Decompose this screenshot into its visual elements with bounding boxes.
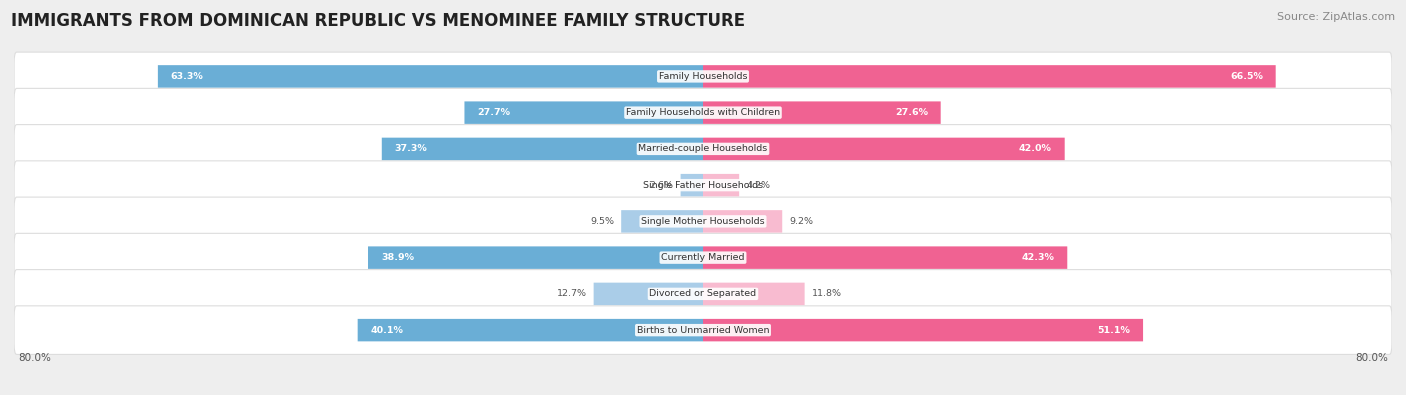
Text: 40.1%: 40.1% [371,325,404,335]
Text: 80.0%: 80.0% [1355,353,1388,363]
Text: 12.7%: 12.7% [557,290,586,298]
FancyBboxPatch shape [14,197,1392,246]
Text: 63.3%: 63.3% [170,72,204,81]
Text: Source: ZipAtlas.com: Source: ZipAtlas.com [1277,12,1395,22]
Text: 9.2%: 9.2% [789,217,813,226]
Text: Family Households with Children: Family Households with Children [626,108,780,117]
Text: Currently Married: Currently Married [661,253,745,262]
Text: 4.2%: 4.2% [747,181,770,190]
FancyBboxPatch shape [14,233,1392,282]
FancyBboxPatch shape [14,88,1392,137]
FancyBboxPatch shape [703,246,1067,269]
Text: 80.0%: 80.0% [18,353,51,363]
FancyBboxPatch shape [14,270,1392,318]
FancyBboxPatch shape [157,65,703,88]
Text: 11.8%: 11.8% [811,290,842,298]
Text: 38.9%: 38.9% [381,253,413,262]
FancyBboxPatch shape [14,52,1392,101]
Text: 27.7%: 27.7% [478,108,510,117]
Text: 2.6%: 2.6% [650,181,673,190]
FancyBboxPatch shape [14,161,1392,209]
Text: 51.1%: 51.1% [1097,325,1130,335]
FancyBboxPatch shape [464,102,703,124]
FancyBboxPatch shape [14,306,1392,354]
Text: Births to Unmarried Women: Births to Unmarried Women [637,325,769,335]
FancyBboxPatch shape [382,137,703,160]
Text: 37.3%: 37.3% [395,145,427,153]
FancyBboxPatch shape [621,210,703,233]
Text: 66.5%: 66.5% [1230,72,1263,81]
FancyBboxPatch shape [703,65,1275,88]
Text: Divorced or Separated: Divorced or Separated [650,290,756,298]
Text: Married-couple Households: Married-couple Households [638,145,768,153]
FancyBboxPatch shape [703,174,740,196]
FancyBboxPatch shape [593,283,703,305]
FancyBboxPatch shape [703,102,941,124]
FancyBboxPatch shape [703,319,1143,341]
Text: 42.0%: 42.0% [1019,145,1052,153]
Text: IMMIGRANTS FROM DOMINICAN REPUBLIC VS MENOMINEE FAMILY STRUCTURE: IMMIGRANTS FROM DOMINICAN REPUBLIC VS ME… [11,12,745,30]
FancyBboxPatch shape [703,137,1064,160]
Text: Single Mother Households: Single Mother Households [641,217,765,226]
Text: 42.3%: 42.3% [1022,253,1054,262]
FancyBboxPatch shape [357,319,703,341]
Text: 9.5%: 9.5% [591,217,614,226]
FancyBboxPatch shape [703,283,804,305]
FancyBboxPatch shape [14,124,1392,173]
Text: 27.6%: 27.6% [894,108,928,117]
FancyBboxPatch shape [703,210,782,233]
Text: Family Households: Family Households [659,72,747,81]
Text: Single Father Households: Single Father Households [643,181,763,190]
FancyBboxPatch shape [681,174,703,196]
FancyBboxPatch shape [368,246,703,269]
